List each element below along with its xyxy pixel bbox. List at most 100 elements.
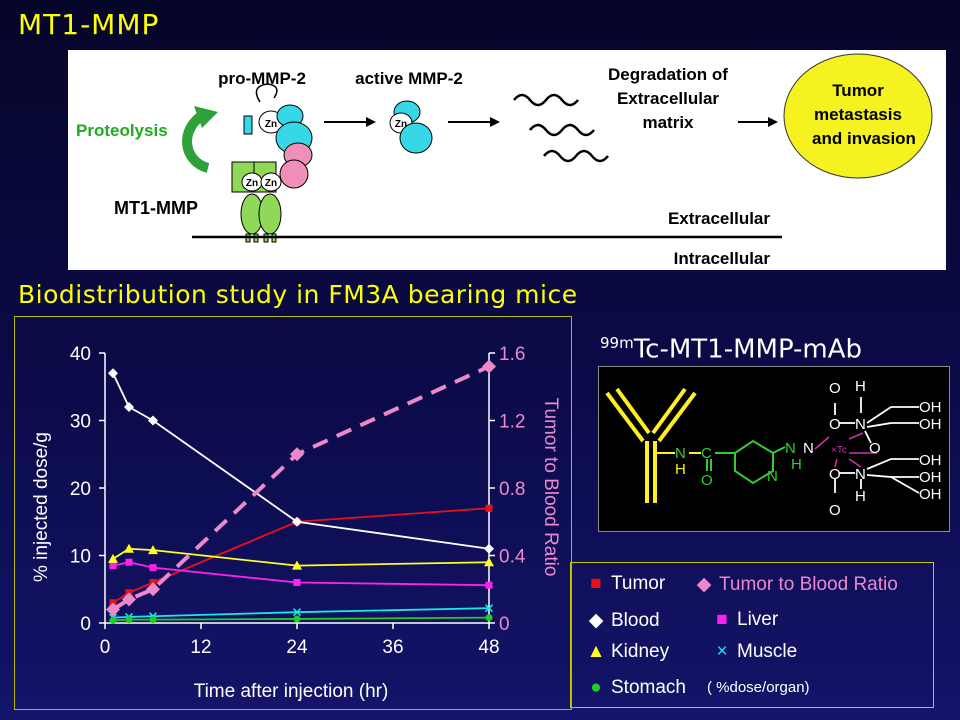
legend-label-stomach: Stomach bbox=[611, 677, 686, 698]
x-tick-label: 36 bbox=[382, 637, 403, 658]
atom-n-lower: N bbox=[855, 466, 866, 483]
atom-h-amide: H bbox=[675, 461, 686, 478]
muscle-point bbox=[484, 604, 494, 613]
legend-label-liver: Liver bbox=[737, 609, 779, 630]
slide-title: MT1-MMP bbox=[18, 8, 160, 41]
atom-o-upper: O bbox=[829, 416, 841, 433]
liver-square-icon: ■ bbox=[716, 609, 728, 630]
chemical-structure-svg: N H C O N N H N ×Tc O H O N OH OH O OH O… bbox=[605, 378, 942, 519]
stomach-unit-note: ( %dose/organ) bbox=[707, 679, 810, 696]
kidney-triangle-icon: ▲ bbox=[586, 641, 606, 662]
legend-label-muscle: Muscle bbox=[737, 641, 798, 662]
biodistribution-chart: 0 10 20 30 40 0 0.4 0.8 1.2 1.6 0 12 24 36 48 % inject… bbox=[14, 316, 572, 710]
blood-point bbox=[108, 368, 118, 379]
atom-oh-2: OH bbox=[919, 416, 942, 433]
arrow-to-degradation bbox=[448, 117, 500, 127]
atom-tc: ×Tc bbox=[831, 445, 847, 456]
stomach-point bbox=[485, 614, 493, 622]
legend-item-liver: ■ Liver bbox=[711, 609, 778, 631]
muscle-cross-icon: × bbox=[716, 641, 728, 662]
proteolysis-arrow-icon bbox=[182, 106, 218, 173]
tumor-line-2: metastasis bbox=[814, 105, 902, 124]
legend-label-ratio: Tumor to Blood Ratio bbox=[719, 574, 898, 595]
tumor-to-blood-ratio-point bbox=[290, 447, 304, 462]
legend-item-stomach: ● Stomach bbox=[585, 677, 686, 699]
mt1-mmp-label: MT1-MMP bbox=[114, 198, 198, 218]
kidney-point bbox=[292, 560, 302, 570]
atom-n-pyridine: N bbox=[767, 468, 778, 485]
mechanism-diagram: pro-MMP-2 active MMP-2 Proteolysis MT1-M… bbox=[68, 50, 946, 270]
atom-o-bottom: O bbox=[829, 502, 841, 519]
x-axis-label: Time after injection (hr) bbox=[194, 681, 389, 702]
y2-tick-label: 0 bbox=[499, 614, 510, 635]
y-tick-label: 20 bbox=[70, 479, 91, 500]
extracellular-label: Extracellular bbox=[668, 209, 770, 228]
kidney-point bbox=[124, 543, 134, 553]
atom-oh-4: OH bbox=[919, 469, 942, 486]
compound-title-superscript: 99m bbox=[600, 334, 634, 352]
blood-point bbox=[484, 543, 494, 554]
blood-diamond-icon: ◆ bbox=[588, 610, 604, 631]
atom-oh-1: OH bbox=[919, 399, 942, 416]
compound-title-main: Tc-MT1-MMP-mAb bbox=[633, 334, 863, 365]
y2-axis-label: Tumor to Blood Ratio bbox=[540, 398, 561, 577]
extracellular-matrix-fibers-icon bbox=[513, 93, 609, 163]
kidney-point bbox=[108, 553, 118, 563]
active-mmp2-label: active MMP-2 bbox=[355, 69, 463, 88]
legend-item-kidney: ▲ Kidney bbox=[585, 641, 670, 663]
muscle-line bbox=[112, 607, 490, 619]
atom-o-mid: O bbox=[869, 440, 881, 457]
x-tick-label: 48 bbox=[478, 637, 499, 658]
y-axis-label: % injected dose/g bbox=[31, 432, 52, 582]
tumor-line-3: and invasion bbox=[812, 129, 916, 148]
muscle-point bbox=[292, 608, 302, 617]
tumor-to-blood-ratio-line bbox=[111, 364, 490, 612]
y-tick-label: 10 bbox=[70, 547, 91, 568]
legend-label-kidney: Kidney bbox=[611, 641, 670, 662]
legend-item-muscle: × Muscle bbox=[711, 641, 797, 663]
kidney-point bbox=[484, 557, 494, 567]
y2-tick-label: 1.6 bbox=[499, 344, 525, 365]
atom-o-top: O bbox=[829, 380, 841, 397]
proteolysis-label: Proteolysis bbox=[76, 121, 168, 140]
tumor-to-blood-ratio-point bbox=[146, 582, 160, 597]
y2-tick-label: 0.8 bbox=[499, 479, 525, 500]
atom-h-hydrazine: H bbox=[791, 456, 802, 473]
atom-h-top: H bbox=[855, 378, 866, 395]
atom-n-amide: N bbox=[675, 445, 686, 462]
kidney-line bbox=[112, 547, 490, 567]
y2-tick-label: 0.4 bbox=[499, 547, 526, 568]
x-tick-label: 0 bbox=[100, 637, 111, 658]
atom-o-lower: O bbox=[829, 466, 841, 483]
zn-label-active: Zn bbox=[395, 119, 407, 130]
kidney-point bbox=[148, 545, 158, 555]
y-tick-label: 30 bbox=[70, 412, 91, 433]
mechanism-diagram-svg: pro-MMP-2 active MMP-2 Proteolysis MT1-M… bbox=[76, 53, 933, 268]
stomach-circle-icon: ● bbox=[590, 677, 602, 698]
tumor-point bbox=[485, 504, 493, 512]
stomach-point bbox=[109, 616, 117, 624]
legend-label-tumor: Tumor bbox=[611, 573, 666, 594]
atom-n-hydrazine-1: N bbox=[785, 440, 796, 457]
liver-point bbox=[293, 579, 301, 586]
active-mmp2-protein-icon: Zn bbox=[389, 100, 433, 154]
compound-title: 99mTc-MT1-MMP-mAb bbox=[600, 334, 862, 365]
stomach-point bbox=[293, 615, 301, 623]
arrow-to-active bbox=[324, 117, 376, 127]
blood-point bbox=[124, 402, 134, 412]
legend-item-blood: ◆ Blood bbox=[585, 609, 660, 632]
x-tick-label: 12 bbox=[190, 637, 211, 658]
chemical-structure: N H C O N N H N ×Tc O H O N OH OH O OH O… bbox=[598, 366, 950, 532]
tumor-to-blood-ratio-point bbox=[482, 359, 496, 374]
intracellular-label: Intracellular bbox=[674, 249, 771, 268]
zn-label-mt1-b: Zn bbox=[265, 178, 277, 189]
atom-oh-3: OH bbox=[919, 452, 942, 469]
tumor-line-1: Tumor bbox=[832, 81, 884, 100]
blood-point bbox=[292, 516, 302, 527]
liver-point bbox=[109, 562, 117, 570]
tumor-to-blood-ratio-point bbox=[122, 592, 136, 607]
legend-label-blood: Blood bbox=[611, 610, 660, 631]
atom-c-carbonyl: C bbox=[701, 445, 712, 462]
tumor-square-icon: ■ bbox=[590, 573, 602, 594]
biodistribution-chart-svg: 0 10 20 30 40 0 0.4 0.8 1.2 1.6 0 12 24 36 48 % inject… bbox=[31, 344, 561, 702]
